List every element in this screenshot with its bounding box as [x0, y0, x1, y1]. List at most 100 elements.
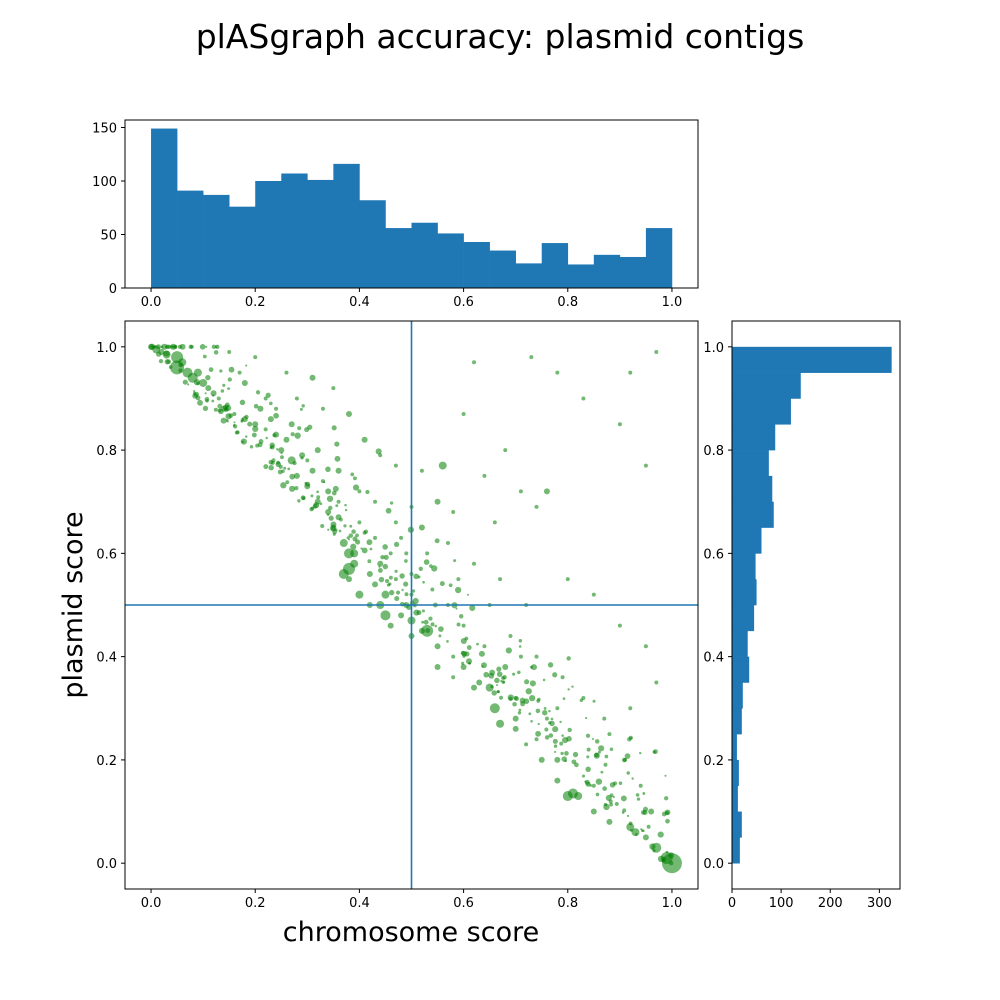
- histogram-bar: [463, 241, 490, 288]
- scatter-point: [453, 559, 457, 563]
- scatter-point: [431, 565, 438, 572]
- scatter-point: [428, 616, 433, 621]
- scatter-point: [344, 503, 347, 507]
- scatter-point: [496, 719, 505, 728]
- scatter-point: [372, 581, 379, 588]
- scatter-point: [456, 622, 461, 627]
- scatter-point: [399, 573, 405, 579]
- scatter-point: [268, 401, 273, 406]
- x-tick-label: 0.4: [349, 896, 370, 911]
- scatter-point: [514, 696, 519, 702]
- scatter-point: [523, 698, 530, 705]
- scatter-point: [339, 539, 348, 548]
- scatter-point: [518, 645, 522, 648]
- scatter-point: [284, 370, 289, 375]
- scatter-point: [166, 344, 171, 349]
- scatter-point: [451, 510, 456, 515]
- scatter-point: [369, 547, 373, 551]
- scatter-point: [325, 488, 332, 495]
- y-tick-label: 0.8: [96, 444, 117, 459]
- scatter-point: [393, 520, 398, 525]
- scatter-point: [310, 494, 314, 498]
- scatter-point: [496, 671, 503, 678]
- scatter-point: [518, 654, 523, 659]
- scatter-point: [642, 834, 649, 841]
- scatter-point: [627, 737, 632, 742]
- scatter-point: [603, 802, 608, 807]
- scatter-point: [378, 576, 385, 583]
- scatter-point: [438, 634, 442, 638]
- scatter-point: [227, 387, 230, 391]
- scatter-point: [389, 589, 395, 596]
- scatter-point: [572, 751, 579, 758]
- y-tick-label: 0.4: [96, 651, 117, 666]
- scatter-point: [537, 722, 540, 726]
- scatter-point: [622, 808, 627, 813]
- scatter-point: [530, 664, 537, 671]
- scatter-point: [455, 586, 462, 594]
- scatter-point: [365, 489, 370, 495]
- scatter-point: [300, 456, 304, 460]
- scatter-point: [586, 755, 590, 759]
- scatter-point: [472, 561, 477, 566]
- scatter-point: [357, 520, 362, 525]
- y-tick-label: 0.4: [703, 651, 724, 666]
- scatter-point: [552, 738, 558, 744]
- scatter-point: [621, 757, 627, 763]
- scatter-point: [490, 684, 494, 689]
- scatter-point: [543, 488, 550, 495]
- scatter-point: [323, 481, 326, 484]
- scatter-point: [602, 716, 607, 721]
- scatter-point: [434, 624, 437, 628]
- scatter-point: [325, 509, 332, 516]
- scatter-point: [586, 747, 591, 752]
- scatter-point: [404, 551, 409, 556]
- scatter-point: [345, 410, 352, 417]
- scatter-point: [155, 344, 161, 350]
- scatter-point: [566, 736, 572, 742]
- x-tick-label: 0.2: [245, 896, 266, 911]
- histogram-bar: [732, 527, 762, 554]
- scatter-point: [187, 383, 190, 386]
- scatter-point: [404, 592, 409, 597]
- scatter-point: [492, 520, 497, 525]
- scatter-point: [488, 672, 495, 679]
- scatter-point: [635, 793, 640, 797]
- histogram-bar: [732, 734, 737, 761]
- scatter-point: [571, 685, 574, 688]
- y-tick-label: 50: [100, 228, 117, 243]
- scatter-point: [301, 404, 305, 408]
- scatter-point: [263, 396, 268, 401]
- scatter-point: [458, 614, 464, 619]
- scatter-point: [205, 345, 208, 348]
- scatter-point: [309, 507, 314, 512]
- scatter-point: [316, 490, 319, 494]
- scatter-point: [421, 609, 425, 613]
- histogram-bar: [732, 630, 748, 657]
- scatter-point: [299, 452, 306, 459]
- y-tick-label: 0.0: [96, 857, 117, 872]
- scatter-point: [535, 730, 541, 737]
- scatter-point: [595, 792, 600, 797]
- scatter-point: [406, 604, 412, 610]
- x-tick-label: 200: [818, 896, 843, 911]
- y-tick-label: 150: [92, 121, 117, 136]
- histogram-bar: [732, 398, 791, 425]
- scatter-point: [472, 360, 477, 365]
- scatter-point: [559, 741, 564, 746]
- scatter-point: [313, 502, 320, 509]
- scatter-point: [566, 656, 571, 661]
- scatter-point: [316, 495, 321, 500]
- y-tick-label: 0.6: [96, 547, 117, 562]
- scatter-point: [224, 402, 230, 408]
- scatter-point: [461, 661, 465, 665]
- scatter-point: [283, 436, 290, 443]
- scatter-point: [393, 541, 400, 548]
- scatter-point: [439, 581, 445, 587]
- scatter-point: [413, 609, 420, 616]
- scatter-point: [351, 529, 356, 534]
- scatter-point: [665, 818, 670, 824]
- scatter-point: [334, 455, 341, 462]
- scatter-point: [448, 583, 453, 588]
- scatter-point: [215, 344, 220, 349]
